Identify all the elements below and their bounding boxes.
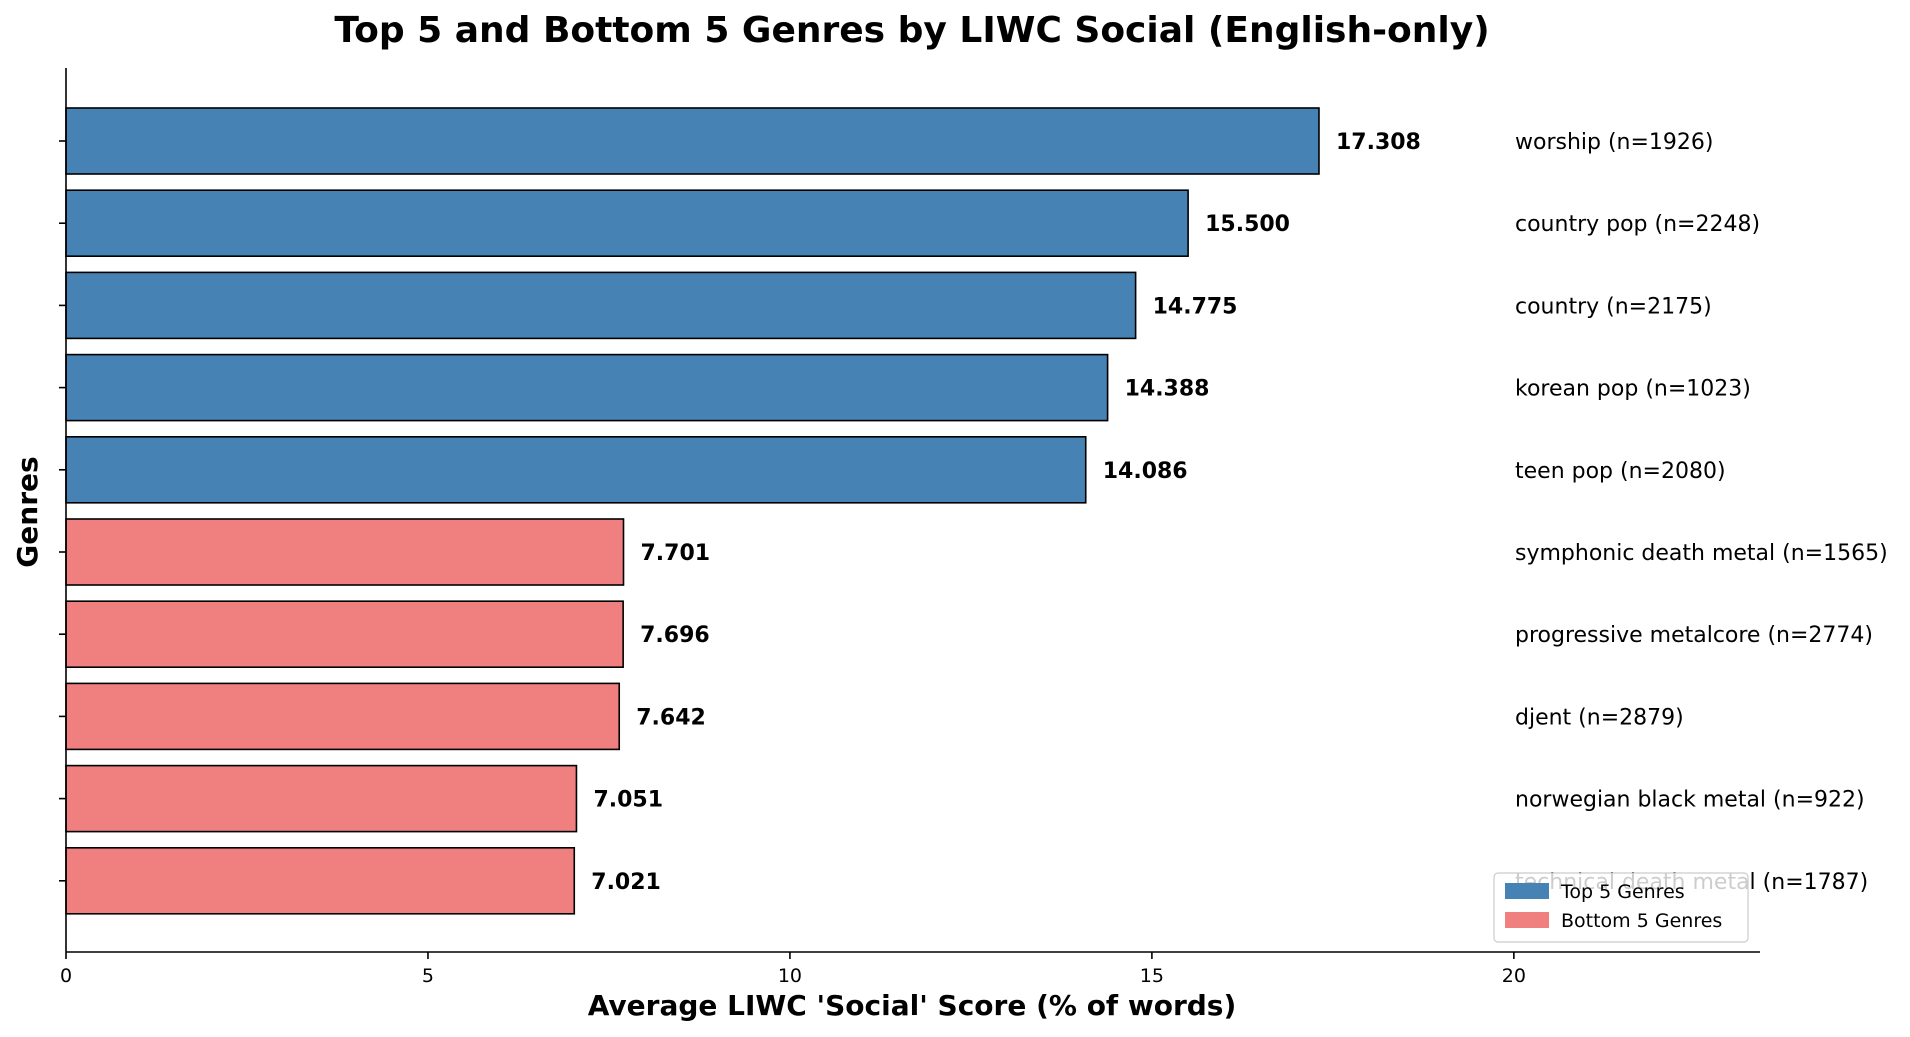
- bar-top-4: [65, 435, 1087, 504]
- bar-value-label: 14.388: [1125, 377, 1210, 402]
- bar-value-label: 14.086: [1103, 459, 1188, 484]
- bar-value-label: 7.696: [640, 623, 710, 648]
- bar-value-label: 7.701: [640, 541, 710, 566]
- genre-label: progressive metalcore (n=2774): [1515, 623, 1873, 648]
- legend: Top 5 Genres Bottom 5 Genres: [1493, 872, 1749, 943]
- bars-layer: 17.308 worship (n=1926) 15.500 country pop …: [65, 107, 1888, 915]
- bar-bottom-6: [65, 600, 624, 669]
- genre-label: korean pop (n=1023): [1515, 377, 1751, 402]
- genre-label: teen pop (n=2080): [1515, 459, 1726, 484]
- genre-label: country (n=2175): [1515, 294, 1712, 319]
- bar-value-label: 15.500: [1205, 212, 1290, 237]
- bar-top-1: [65, 189, 1189, 257]
- legend-label: Top 5 Genres: [1560, 881, 1685, 903]
- genre-label: norwegian black metal (n=922): [1515, 788, 1865, 813]
- bar-value-label: 17.308: [1336, 130, 1421, 155]
- legend-swatch-bottom: [1505, 912, 1549, 928]
- x-tick-label: 20: [1502, 965, 1526, 987]
- legend-box: [1493, 872, 1749, 943]
- bar-bottom-9: [65, 846, 576, 915]
- legend-label: Bottom 5 Genres: [1561, 910, 1722, 932]
- axes-layer: 0 5 10 15 20: [59, 68, 1760, 987]
- bar-bottom-5: [65, 518, 625, 586]
- genre-label: country pop (n=2248): [1515, 212, 1760, 237]
- genre-label: symphonic death metal (n=1565): [1515, 541, 1888, 566]
- x-tick-label: 15: [1140, 965, 1164, 987]
- genre-label: djent (n=2879): [1515, 705, 1684, 730]
- bar-value-label: 7.021: [591, 870, 661, 895]
- x-tick-label: 10: [778, 965, 802, 987]
- bar-value-label: 14.775: [1153, 294, 1238, 319]
- x-tick-label: 0: [60, 965, 72, 987]
- bar-bottom-8: [65, 764, 578, 833]
- x-axis-label: Average LIWC 'Social' Score (% of words): [588, 989, 1237, 1022]
- chart-title: Top 5 and Bottom 5 Genres by LIWC Social…: [334, 10, 1489, 51]
- bar-bottom-7: [65, 682, 621, 751]
- bar-value-label: 7.642: [636, 705, 706, 730]
- x-tick-label: 5: [422, 965, 434, 987]
- bar-top-3: [65, 353, 1109, 422]
- genre-label: worship (n=1926): [1515, 130, 1714, 155]
- legend-swatch-top: [1505, 883, 1549, 899]
- bar-value-label: 7.051: [593, 788, 663, 813]
- y-axis-label: Genres: [11, 456, 44, 567]
- bar-top-2: [65, 271, 1137, 340]
- bar-top-0: [65, 107, 1320, 175]
